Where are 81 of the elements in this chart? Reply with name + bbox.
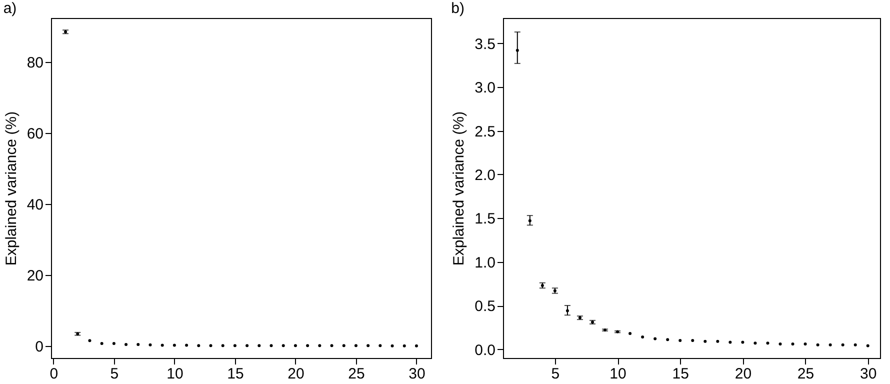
- y-tick-label: 60: [26, 125, 44, 142]
- point: [691, 339, 694, 342]
- point: [390, 344, 394, 348]
- point: [628, 332, 632, 336]
- point: [778, 342, 782, 346]
- point: [100, 342, 104, 345]
- point: [354, 344, 358, 348]
- point: [678, 339, 682, 342]
- y-tick-label: 0.5: [474, 298, 496, 316]
- point: [233, 344, 236, 348]
- x-tick-label: 20: [734, 366, 752, 382]
- point: [366, 344, 370, 348]
- point: [402, 344, 406, 348]
- point: [516, 48, 519, 52]
- x-tick-label: 15: [227, 366, 244, 382]
- y-tick-label: 1.0: [474, 254, 496, 272]
- point: [828, 343, 832, 346]
- x-tick-label: 25: [348, 366, 365, 382]
- point: [282, 344, 285, 348]
- x-tick-label: 5: [110, 366, 119, 382]
- point: [766, 342, 770, 345]
- point: [185, 344, 188, 347]
- point: [246, 344, 249, 348]
- point: [754, 342, 757, 345]
- point: [124, 343, 128, 346]
- point: [804, 342, 807, 346]
- y-tick-label: 0.0: [474, 342, 496, 359]
- x-tick-label: 10: [610, 366, 626, 382]
- y-axis-title: Explained variance (%): [450, 111, 468, 266]
- point: [88, 339, 92, 342]
- x-tick-label: 30: [408, 366, 426, 382]
- point: [528, 219, 532, 222]
- y-tick-label: 0: [35, 338, 44, 356]
- x-tick-label: 15: [672, 366, 689, 382]
- point: [704, 340, 707, 343]
- point: [654, 337, 657, 340]
- point: [816, 343, 820, 346]
- x-tick-label: 0: [50, 366, 58, 382]
- point: [209, 344, 212, 348]
- point: [728, 340, 732, 344]
- point: [342, 344, 346, 348]
- point: [666, 338, 670, 342]
- y-axis-title: Explained variance (%): [2, 111, 20, 266]
- point: [270, 344, 273, 348]
- chart-title: a): [3, 0, 17, 17]
- point: [148, 343, 152, 346]
- y-tick-label: 2.5: [474, 123, 496, 140]
- point: [330, 344, 334, 348]
- point: [854, 343, 857, 346]
- x-tick-label: 20: [288, 366, 304, 382]
- point: [258, 344, 261, 348]
- point: [221, 344, 224, 348]
- point: [716, 340, 720, 343]
- point: [791, 342, 794, 346]
- y-tick-label: 80: [26, 54, 44, 72]
- y-tick-label: 1.5: [474, 210, 496, 228]
- y-tick-label: 3.0: [474, 80, 496, 97]
- point: [306, 344, 310, 348]
- point: [160, 344, 164, 347]
- y-tick-label: 40: [26, 196, 44, 214]
- point: [172, 344, 176, 347]
- point: [741, 340, 744, 344]
- point: [378, 344, 382, 348]
- point: [566, 309, 569, 312]
- point: [294, 344, 297, 348]
- point: [866, 344, 870, 348]
- x-tick-label: 10: [166, 366, 184, 382]
- point: [136, 343, 140, 346]
- chart-title: b): [451, 0, 464, 17]
- point: [641, 336, 644, 339]
- y-tick-label: 20: [26, 267, 44, 284]
- x-tick-label: 25: [797, 366, 814, 382]
- point: [112, 342, 116, 345]
- point: [841, 343, 844, 346]
- y-tick-label: 2.0: [474, 166, 496, 184]
- x-tick-label: 5: [551, 366, 560, 382]
- point: [197, 344, 200, 348]
- y-tick-label: 3.5: [474, 36, 496, 53]
- point: [318, 344, 322, 348]
- point: [414, 344, 418, 348]
- x-tick-label: 30: [860, 366, 877, 382]
